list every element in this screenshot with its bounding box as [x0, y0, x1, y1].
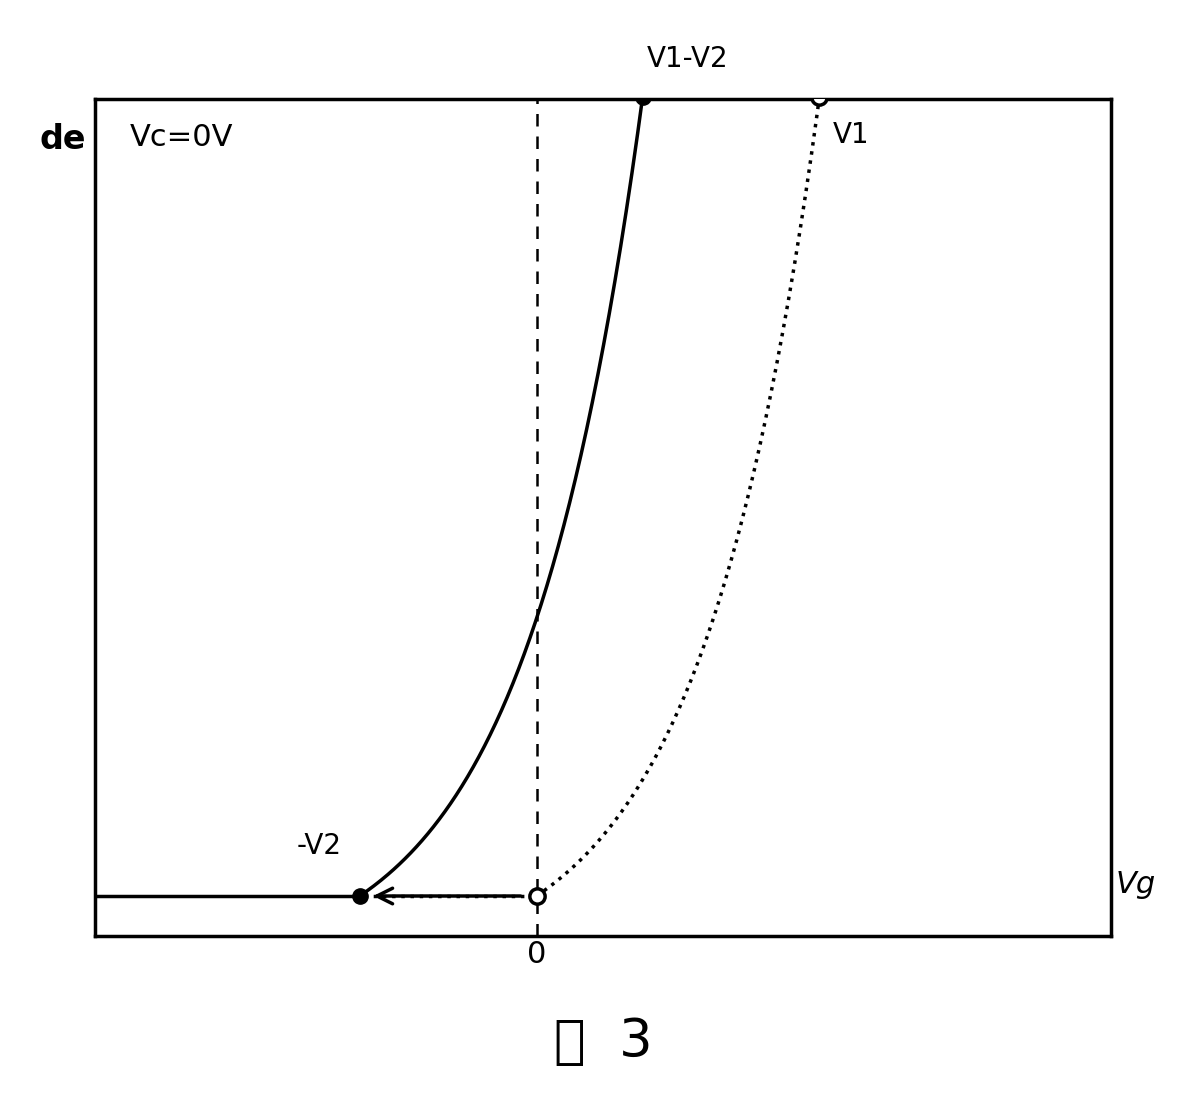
- Text: 0: 0: [527, 940, 546, 969]
- Text: de: de: [39, 123, 86, 156]
- Text: Vg: Vg: [1116, 870, 1156, 898]
- Text: Vc=0V: Vc=0V: [130, 123, 233, 152]
- Text: 图  3: 图 3: [553, 1015, 652, 1068]
- Text: V1-V2: V1-V2: [647, 45, 728, 74]
- Text: -V2: -V2: [297, 832, 342, 860]
- Text: V1: V1: [832, 121, 869, 149]
